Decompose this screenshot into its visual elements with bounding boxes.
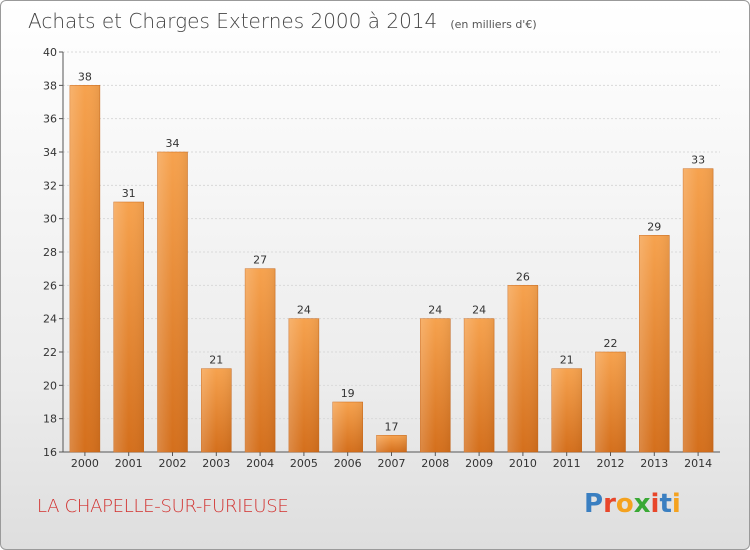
data-label: 38 — [78, 70, 92, 83]
logo-letter: i — [650, 489, 660, 519]
data-label: 17 — [385, 420, 399, 433]
bars-layer — [69, 85, 714, 453]
data-label: 22 — [604, 337, 618, 350]
data-label: 27 — [253, 254, 267, 267]
logo-letter: r — [603, 489, 616, 519]
x-tick-label: 2009 — [465, 457, 493, 470]
title-row: Achats et Charges Externes 2000 à 2014 (… — [28, 9, 537, 33]
proxiti-logo[interactable]: Proxiti — [584, 489, 681, 519]
data-label: 33 — [691, 154, 705, 167]
data-label: 21 — [209, 354, 223, 367]
x-tick-label: 2014 — [684, 457, 712, 470]
labels-layer: 38 31 34 21 27 24 19 17 24 24 26 21 22 29 33 — [78, 70, 705, 433]
y-tick-label: 38 — [43, 79, 57, 92]
data-label: 24 — [297, 304, 311, 317]
x-tick-label: 2012 — [597, 457, 625, 470]
logo-letter: x — [633, 489, 651, 519]
data-label: 29 — [647, 220, 661, 233]
y-tick-label: 24 — [43, 313, 57, 326]
chart-title: Achats et Charges Externes 2000 à 2014 — [28, 9, 438, 33]
bar-shine — [332, 402, 363, 452]
y-tick-label: 22 — [43, 346, 57, 359]
x-tick-label: 2005 — [290, 457, 318, 470]
bar-shine — [639, 235, 670, 452]
bar-shine — [420, 318, 451, 452]
x-tick-label: 2001 — [115, 457, 143, 470]
data-label: 31 — [122, 187, 136, 200]
bar-shine — [376, 435, 407, 452]
x-tick-label: 2004 — [246, 457, 274, 470]
y-tick-label: 36 — [43, 113, 57, 126]
logo-letter: P — [584, 489, 604, 519]
y-tick-label: 28 — [43, 246, 57, 259]
bar-shine — [551, 368, 582, 452]
data-label: 21 — [560, 354, 574, 367]
bar-shine — [595, 352, 626, 452]
logo-letter: i — [671, 489, 681, 519]
bar-shine — [69, 85, 100, 452]
bar-shine — [507, 285, 538, 452]
bar-shine — [245, 268, 276, 452]
x-tick-label: 2000 — [71, 457, 99, 470]
x-tick-label: 2003 — [202, 457, 230, 470]
data-label: 26 — [516, 270, 530, 283]
y-tick-label: 20 — [43, 379, 57, 392]
y-tick-label: 32 — [43, 179, 57, 192]
data-label: 34 — [166, 137, 180, 150]
x-tick-label: 2006 — [334, 457, 362, 470]
bar-shine — [288, 318, 319, 452]
x-tick-label: 2007 — [378, 457, 406, 470]
y-tick-label: 16 — [43, 446, 57, 459]
bar-shine — [113, 202, 144, 452]
bar-shine — [464, 318, 495, 452]
x-tick-label: 2011 — [553, 457, 581, 470]
data-label: 24 — [428, 304, 442, 317]
data-label: 19 — [341, 387, 355, 400]
y-tick-label: 40 — [43, 46, 57, 59]
commune-name: LA CHAPELLE-SUR-FURIEUSE — [37, 496, 289, 517]
x-tick-label: 2013 — [640, 457, 668, 470]
x-tick-label: 2010 — [509, 457, 537, 470]
y-tick-label: 30 — [43, 213, 57, 226]
logo-letter: t — [659, 489, 672, 519]
y-tick-label: 34 — [43, 146, 57, 159]
bar-shine — [201, 368, 232, 452]
bar-shine — [157, 152, 188, 452]
bar-shine — [683, 168, 714, 452]
data-label: 24 — [472, 304, 486, 317]
chart-subtitle: (en milliers d'€) — [450, 18, 537, 31]
x-tick-label: 2002 — [159, 457, 187, 470]
x-tick-label: 2008 — [421, 457, 449, 470]
y-tick-label: 26 — [43, 279, 57, 292]
logo-letter: o — [615, 489, 634, 519]
y-tick-label: 18 — [43, 413, 57, 426]
